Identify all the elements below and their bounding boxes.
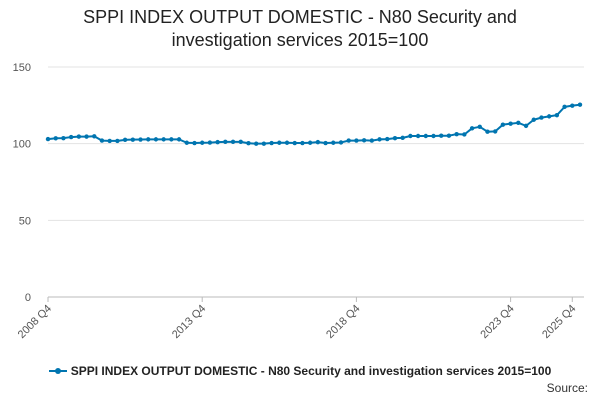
data-point[interactable] [477, 124, 482, 129]
chart-title-line-2: investigation services 2015=100 [171, 30, 429, 50]
x-tick-label: 2018 Q4 [324, 303, 362, 341]
data-point[interactable] [253, 141, 259, 146]
data-point[interactable] [307, 140, 313, 145]
data-point[interactable] [277, 140, 282, 145]
data-point[interactable] [261, 141, 267, 146]
data-point[interactable] [300, 140, 305, 146]
data-point[interactable] [354, 138, 359, 143]
data-point[interactable] [107, 138, 112, 144]
data-point[interactable] [146, 137, 151, 142]
x-axis [47, 296, 584, 302]
data-point[interactable] [446, 133, 452, 138]
data-point[interactable] [238, 139, 243, 145]
data-point[interactable] [469, 126, 475, 131]
data-point[interactable] [68, 134, 74, 140]
data-point[interactable] [115, 138, 120, 144]
data-point[interactable] [577, 102, 583, 107]
x-tick-label: 2023 Q4 [478, 303, 516, 341]
y-tick-label: 150 [13, 62, 31, 74]
data-point[interactable] [346, 138, 351, 143]
data-point[interactable] [207, 140, 213, 145]
source-label: Source: [546, 381, 588, 395]
data-point[interactable] [323, 140, 328, 146]
data-point[interactable] [539, 115, 544, 120]
data-point[interactable] [408, 133, 413, 139]
data-point[interactable] [361, 138, 367, 143]
y-tick-label: 0 [25, 292, 31, 304]
data-point[interactable] [331, 140, 336, 145]
data-point[interactable] [338, 140, 344, 145]
legend[interactable]: SPPI INDEX OUTPUT DOMESTIC - N80 Securit… [0, 364, 600, 378]
data-point[interactable] [92, 134, 97, 139]
data-point[interactable] [215, 139, 220, 145]
data-point[interactable] [269, 140, 274, 146]
data-point[interactable] [531, 117, 536, 122]
data-point[interactable] [415, 133, 421, 139]
data-point[interactable] [84, 134, 89, 139]
legend-line-marker-icon [48, 366, 67, 376]
data-point[interactable] [122, 137, 128, 143]
chart-title: SPPI INDEX OUTPUT DOMESTIC - N80 Securit… [0, 6, 600, 52]
data-point[interactable] [392, 135, 398, 141]
data-point[interactable] [284, 140, 290, 145]
x-tick-label: 2025 Q4 [540, 303, 578, 341]
data-point[interactable] [570, 103, 575, 108]
x-axis-tick-labels: 2008 Q4 2013 Q4 2018 Q4 2023 Q4 2025 Q4 [16, 303, 579, 341]
data-point[interactable] [161, 137, 166, 142]
data-point[interactable] [562, 104, 567, 110]
data-point[interactable] [192, 140, 197, 146]
data-point[interactable] [76, 134, 82, 139]
data-point[interactable] [516, 120, 521, 126]
data-point[interactable] [45, 136, 51, 142]
data-point[interactable] [369, 138, 375, 143]
gridlines [48, 66, 584, 221]
data-point[interactable] [523, 123, 529, 129]
data-point[interactable] [554, 112, 560, 118]
data-point[interactable] [200, 140, 205, 145]
data-point[interactable] [153, 137, 159, 142]
data-point[interactable] [315, 139, 321, 145]
x-tick-label: 2008 Q4 [16, 303, 54, 341]
series-line [47, 103, 581, 145]
data-point[interactable] [431, 133, 436, 139]
data-point[interactable] [230, 139, 236, 145]
data-point[interactable] [130, 137, 136, 142]
data-point[interactable] [439, 133, 444, 138]
data-point[interactable] [377, 137, 382, 142]
data-point[interactable] [385, 136, 390, 142]
data-point[interactable] [454, 131, 459, 137]
y-tick-label: 50 [19, 215, 31, 227]
data-point[interactable] [423, 133, 428, 139]
data-point[interactable] [400, 135, 405, 141]
data-point[interactable] [462, 132, 467, 137]
series-group [45, 102, 583, 146]
y-tick-label: 100 [13, 139, 31, 151]
data-point[interactable] [138, 137, 143, 142]
data-point[interactable] [492, 129, 498, 134]
data-point[interactable] [53, 136, 58, 141]
legend-label: SPPI INDEX OUTPUT DOMESTIC - N80 Securit… [70, 364, 552, 378]
y-axis-tick-labels: 0 50 100 150 [13, 62, 31, 304]
data-point[interactable] [292, 140, 297, 146]
data-point[interactable] [485, 129, 490, 134]
x-tick-label: 2013 Q4 [170, 303, 208, 341]
data-point[interactable] [61, 135, 66, 141]
data-point[interactable] [223, 139, 228, 145]
data-point[interactable] [176, 137, 182, 142]
data-point[interactable] [546, 114, 552, 119]
data-point[interactable] [99, 138, 105, 143]
data-point[interactable] [184, 140, 189, 145]
data-point[interactable] [169, 137, 174, 142]
data-point[interactable] [508, 121, 513, 126]
data-point[interactable] [500, 122, 506, 127]
chart-title-line-1: SPPI INDEX OUTPUT DOMESTIC - N80 Securit… [83, 7, 517, 27]
data-point[interactable] [246, 141, 251, 146]
